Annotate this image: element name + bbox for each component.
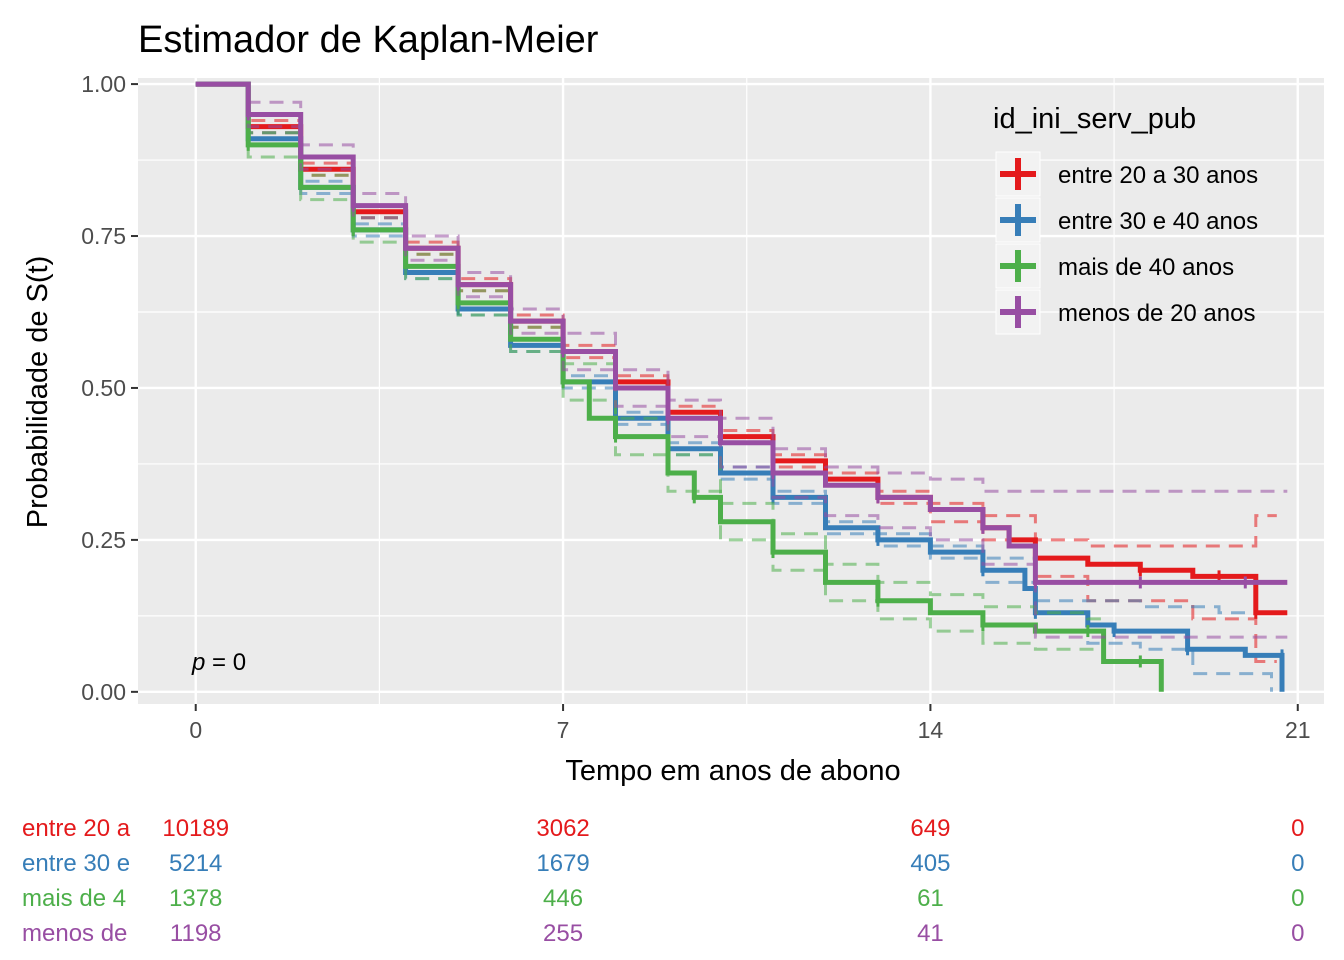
legend-item: mais de 40 anos xyxy=(995,243,1234,289)
y-axis: 0.00 0.25 0.50 0.75 1.00 xyxy=(81,71,138,705)
legend: id_ini_serv_pub entre 20 a 30 anosentre … xyxy=(993,103,1258,335)
risk-row: mais de 4 1378 446 61 0 xyxy=(22,885,1304,912)
risk-count: 446 xyxy=(543,885,583,912)
risk-count: 0 xyxy=(1291,815,1304,842)
risk-row: entre 20 a 10189 3062 649 0 xyxy=(22,815,1304,842)
x-tick-label: 7 xyxy=(557,717,570,743)
x-axis-title: Tempo em anos de abono xyxy=(565,755,900,787)
risk-count: 0 xyxy=(1291,850,1304,877)
risk-count: 255 xyxy=(543,920,583,947)
risk-count: 61 xyxy=(917,885,944,912)
y-tick-label: 0.00 xyxy=(81,679,126,705)
risk-count: 1378 xyxy=(169,885,222,912)
legend-item: menos de 20 anos xyxy=(995,289,1255,335)
x-tick-label: 0 xyxy=(189,717,202,743)
confidence-upper-line xyxy=(195,82,1246,615)
series-4 xyxy=(195,81,1288,639)
survival-curve xyxy=(195,81,1288,585)
risk-row: menos de 1198 255 41 0 xyxy=(22,920,1304,947)
series-layer xyxy=(195,81,1288,692)
legend-label: mais de 40 anos xyxy=(1058,254,1234,281)
risk-row-label: menos de xyxy=(22,920,127,947)
p-value-annotation: p = 0 xyxy=(191,649,246,676)
legend-title: id_ini_serv_pub xyxy=(993,103,1196,135)
y-tick-label: 0.75 xyxy=(81,223,126,249)
risk-row-label: mais de 4 xyxy=(22,885,126,912)
legend-item: entre 20 a 30 anos xyxy=(995,151,1258,197)
y-tick-label: 0.50 xyxy=(81,375,126,401)
risk-count: 405 xyxy=(910,850,950,877)
risk-count: 0 xyxy=(1291,885,1304,912)
risk-row-label: entre 30 e xyxy=(22,850,130,877)
x-axis: 0 7 14 21 xyxy=(189,704,1311,743)
legend-label: entre 30 e 40 anos xyxy=(1058,208,1258,235)
risk-count: 5214 xyxy=(169,850,222,877)
risk-count: 1679 xyxy=(536,850,589,877)
risk-count: 1198 xyxy=(170,920,222,947)
risk-count: 649 xyxy=(910,815,950,842)
risk-row-label: entre 20 a xyxy=(22,815,131,842)
y-axis-title: Probabilidade de S(t) xyxy=(22,256,54,528)
y-tick-label: 1.00 xyxy=(81,71,126,97)
legend-items: entre 20 a 30 anos entre 30 e 40 anos mais… xyxy=(995,151,1258,335)
risk-row: entre 30 e 5214 1679 405 0 xyxy=(22,850,1304,877)
risk-table: entre 20 a 10189 3062 649 0 entre 30 e 5214 167… xyxy=(22,815,1304,947)
chart-title: Estimador de Kaplan-Meier xyxy=(138,19,599,61)
p-value-text: = 0 xyxy=(205,649,246,676)
x-tick-label: 21 xyxy=(1285,717,1311,743)
legend-label: entre 20 a 30 anos xyxy=(1058,162,1258,189)
y-tick-label: 0.25 xyxy=(81,527,126,553)
risk-count: 41 xyxy=(917,920,944,947)
risk-count: 10189 xyxy=(162,815,229,842)
x-tick-label: 14 xyxy=(918,717,944,743)
legend-item: entre 30 e 40 anos xyxy=(995,197,1258,243)
confidence-lower-line xyxy=(195,82,1273,692)
grid-lines xyxy=(138,78,1324,704)
risk-count: 3062 xyxy=(536,815,589,842)
p-value-label: p xyxy=(191,649,205,676)
legend-label: menos de 20 anos xyxy=(1058,300,1255,327)
risk-count: 0 xyxy=(1291,920,1304,947)
